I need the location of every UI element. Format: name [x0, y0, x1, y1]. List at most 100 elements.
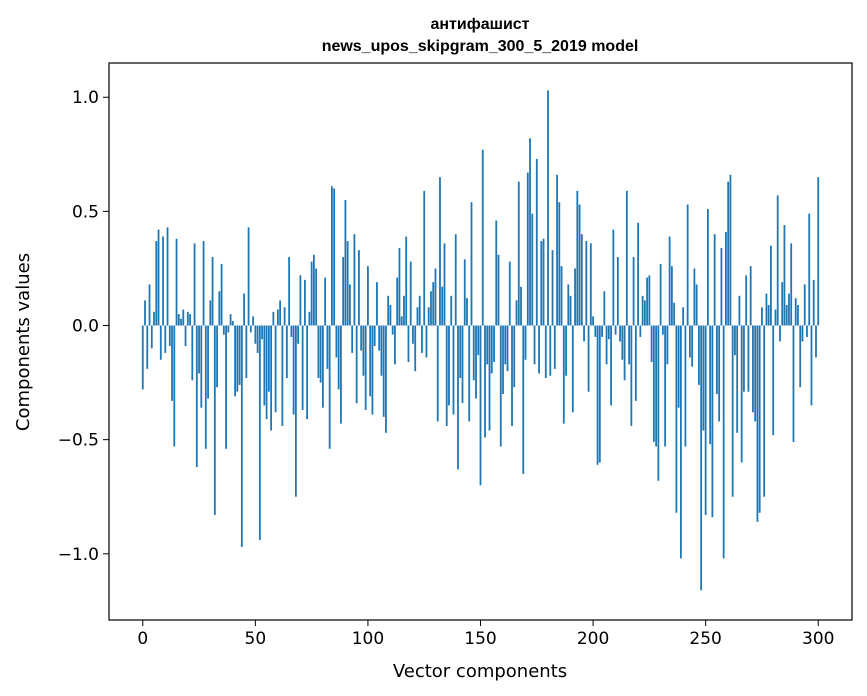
bar	[195, 325, 198, 468]
bar	[184, 325, 187, 347]
bar	[285, 325, 288, 379]
bar	[200, 325, 203, 408]
bar	[639, 325, 642, 337]
bar	[729, 174, 732, 326]
bar	[225, 325, 227, 449]
bar	[448, 325, 450, 406]
bar	[443, 243, 446, 326]
bar	[601, 325, 603, 337]
bar	[405, 236, 408, 326]
bar	[661, 325, 664, 335]
bar	[321, 325, 324, 408]
bar	[288, 257, 291, 326]
bar	[549, 325, 552, 376]
bar	[540, 241, 543, 326]
chart-title-line2: news_upos_skipgram_300_5_2019 model	[322, 38, 639, 55]
bar	[279, 300, 282, 326]
bar	[209, 300, 212, 326]
bar	[553, 325, 556, 369]
bar	[745, 275, 748, 326]
bar	[434, 268, 437, 326]
bar	[565, 325, 567, 376]
bar	[650, 325, 653, 363]
bar	[524, 325, 527, 360]
bar	[358, 250, 360, 326]
bar	[515, 300, 518, 326]
bar	[439, 177, 441, 326]
bar	[709, 325, 712, 445]
y-axis-label: Components values	[13, 253, 34, 431]
bar	[603, 291, 606, 326]
bar	[614, 325, 617, 335]
bar	[294, 325, 297, 497]
bar	[686, 204, 689, 326]
bar	[576, 190, 579, 326]
x-axis-label: Vector components	[393, 661, 567, 682]
bar	[146, 325, 149, 369]
bar	[675, 325, 678, 513]
bar	[785, 304, 788, 326]
bar	[625, 190, 628, 326]
bar	[772, 325, 775, 436]
bar	[409, 261, 412, 326]
bar	[682, 307, 685, 326]
bar	[470, 202, 473, 326]
x-tick-label: 100	[352, 629, 384, 649]
bar	[770, 245, 772, 326]
bar	[698, 325, 700, 385]
bar	[596, 325, 599, 465]
bar	[670, 266, 673, 326]
bar	[466, 298, 468, 326]
bar	[535, 158, 538, 326]
bar	[312, 254, 315, 326]
bar	[567, 284, 570, 326]
bar	[416, 307, 419, 326]
bar	[571, 325, 574, 413]
bar	[317, 325, 320, 379]
bar	[218, 291, 221, 326]
bar	[522, 325, 525, 474]
bar	[400, 316, 403, 326]
bar	[263, 325, 266, 406]
bar	[589, 243, 592, 326]
bar	[718, 325, 721, 422]
bar	[243, 293, 245, 326]
bar	[508, 261, 511, 326]
x-tick-label: 50	[245, 629, 267, 649]
bar	[727, 181, 730, 326]
bar	[418, 295, 421, 326]
bar	[380, 325, 383, 376]
bar	[587, 325, 590, 392]
bar	[776, 195, 779, 326]
bar	[385, 325, 387, 433]
bar	[792, 325, 795, 442]
bar	[258, 325, 261, 541]
bar	[164, 325, 167, 353]
bar	[517, 181, 520, 326]
bar	[704, 325, 707, 515]
bar	[740, 325, 743, 463]
bar	[621, 325, 624, 360]
bar	[812, 279, 815, 326]
bar	[180, 318, 182, 326]
bar	[607, 325, 610, 340]
bar	[700, 325, 703, 591]
bar	[297, 325, 300, 344]
bar	[389, 304, 392, 326]
bar	[445, 325, 448, 426]
bar	[716, 325, 718, 394]
bar	[267, 325, 270, 392]
bar	[513, 325, 516, 388]
bar	[574, 268, 576, 326]
bar	[324, 277, 327, 326]
y-tick-label: 1.0	[72, 88, 99, 108]
bar	[216, 325, 218, 388]
bar	[457, 325, 459, 470]
x-tick-label: 200	[577, 629, 609, 649]
y-tick-label: 0.0	[72, 317, 99, 337]
bar	[720, 247, 723, 326]
bar	[342, 257, 345, 326]
bar	[810, 325, 813, 406]
bar	[254, 325, 257, 344]
bar	[504, 325, 507, 365]
